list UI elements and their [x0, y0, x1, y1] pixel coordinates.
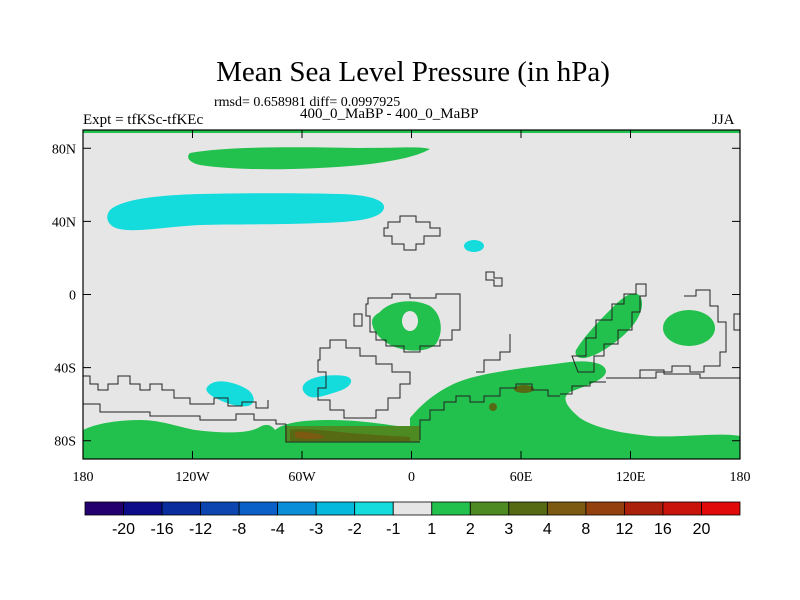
y-tick-label: 40N: [52, 215, 76, 230]
colorbar: -20 -16 -12 -8 -4 -3 -2 -1 1 2 3 4 8 12 16 20: [84, 501, 741, 538]
colorbar-swatch: [238, 501, 279, 516]
x-tick-label: 0: [408, 470, 415, 485]
pressure-anomaly-indian-3-4a: [514, 385, 534, 393]
colorbar-label: 4: [543, 521, 552, 538]
colorbar-swatch: [624, 501, 664, 516]
colorbar-swatch: [161, 501, 201, 516]
x-tick-label: 120W: [175, 470, 210, 485]
pressure-anomaly-arctic-band: [188, 147, 430, 170]
colorbar-label: -16: [150, 521, 173, 538]
coastline-outlines: [83, 215, 740, 443]
x-tick-label: 60W: [288, 470, 316, 485]
colorbar-label: 8: [581, 521, 590, 538]
colorbar-swatch: [431, 501, 471, 516]
pressure-anomaly-north-pacific-low: [107, 193, 385, 231]
map-title: Mean Sea Level Pressure (in hPa): [216, 56, 610, 88]
pressure-anomaly-south-atlantic-low: [302, 375, 352, 398]
pressure-anomaly-weddell-4-8: [295, 431, 325, 440]
contour-fill-layer: [83, 130, 740, 459]
colorbar-swatch: [354, 501, 394, 516]
stats-label: rmsd= 0.658981 diff= 0.0997925: [214, 95, 401, 110]
experiment-label: Expt = tfKSc-tfKEc: [83, 112, 204, 128]
pressure-anomaly-south-pacific-low: [206, 381, 254, 407]
colorbar-swatch: [277, 501, 317, 516]
y-tick-label: 80S: [54, 435, 76, 450]
y-tick-label: 80N: [52, 142, 76, 157]
colorbar-label: -12: [189, 521, 212, 538]
x-tick-label: 180: [73, 470, 94, 485]
colorbar-label: 20: [693, 521, 711, 538]
colorbar-swatch: [84, 501, 124, 516]
pressure-anomaly-indian-ocean-band: [575, 293, 643, 359]
colorbar-label: 3: [504, 521, 513, 538]
colorbar-label: 12: [616, 521, 634, 538]
pressure-anomaly-asia-low: [464, 240, 484, 252]
colorbar-label: -20: [112, 521, 135, 538]
colorbar-swatch: [392, 501, 433, 516]
colorbar-label: -4: [271, 521, 285, 538]
colorbar-swatch: [662, 501, 702, 516]
pressure-anomaly-antarctic-west: [83, 420, 275, 459]
x-tick-label: 60E: [510, 470, 533, 485]
pressure-anomaly-sw-pacific-high: [663, 310, 715, 346]
colorbar-swatch: [200, 501, 240, 516]
anomaly-gap: [402, 311, 418, 331]
season-label: JJA: [712, 112, 735, 128]
colorbar-swatch: [123, 501, 163, 516]
period-label: 400_0_MaBP - 400_0_MaBP: [300, 106, 479, 122]
colorbar-swatch: [469, 501, 510, 516]
x-tick-label: 180: [730, 470, 751, 485]
colorbar-label: 2: [466, 521, 475, 538]
y-tick-label: 0: [69, 289, 76, 304]
pressure-anomaly-indian-3-4b: [489, 403, 497, 411]
colorbar-label: -2: [348, 521, 362, 538]
colorbar-label: -1: [386, 521, 400, 538]
x-tick-label: 120E: [616, 470, 646, 485]
colorbar-swatch: [508, 501, 548, 516]
colorbar-label: 1: [427, 521, 436, 538]
colorbar-swatch: [701, 501, 741, 516]
y-axis: 80N 40N 0 40S 80S: [52, 142, 740, 450]
pressure-anomaly-southern-ocean-high: [410, 361, 740, 459]
colorbar-label: -8: [232, 521, 246, 538]
y-tick-label: 40S: [54, 362, 76, 377]
colorbar-swatch: [546, 501, 587, 516]
x-axis: 180 120W 60W 0 60E 120E 180: [73, 130, 751, 485]
colorbar-label: -3: [309, 521, 323, 538]
colorbar-swatch: [585, 501, 625, 516]
map-background: [83, 130, 740, 459]
colorbar-label: 16: [654, 521, 672, 538]
colorbar-swatch: [315, 501, 356, 516]
